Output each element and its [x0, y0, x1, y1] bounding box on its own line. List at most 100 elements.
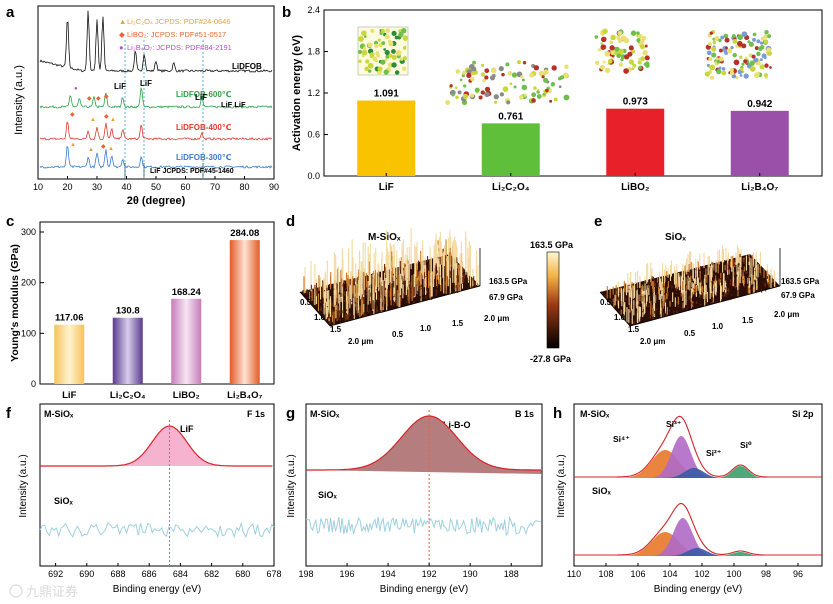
panel-h-frame	[573, 403, 823, 567]
panel-g-xlabel: Binding energy (eV)	[380, 584, 468, 595]
phase-marker-icon: ◆	[101, 144, 106, 150]
xps-xtick-label: 196	[340, 569, 355, 579]
panel-b-bars: 1.091 LiF 0.761 Li₂C₂O₄ 0.973 LiBO₂ 0.942 Li₂B₄…	[357, 89, 789, 193]
xps-xtick-label: 678	[266, 569, 281, 579]
panel-a: a Intensity (a.u.) 2θ (degree) 10 20 30 40 5…	[6, 4, 279, 207]
xrd-trace	[39, 145, 273, 169]
bar-category-label: Li₂C₂O₄	[110, 390, 146, 401]
e-xtick-3: 2.0 μm	[774, 310, 799, 319]
d-xtick-0: 0.5	[392, 330, 404, 339]
panel-f-region: F 1s	[247, 409, 265, 419]
crystal-lif-icon	[357, 26, 409, 76]
peak-label-si3: Si³⁺	[666, 419, 681, 429]
panel-e-z-high: 163.5 GPa	[781, 277, 820, 286]
activation-energy-bar	[606, 108, 665, 176]
xps-xtick-label: 684	[173, 569, 188, 579]
panel-c-frame	[39, 221, 275, 385]
bar-category-label: LiF	[62, 390, 76, 401]
c-ytick-label: 200	[21, 278, 36, 288]
panel-h-ylabel: Intensity (a.u.)	[556, 454, 567, 517]
e-ytick-3: 2.0 μm	[640, 337, 665, 346]
panel-label-a: a	[6, 4, 15, 21]
panel-label-b: b	[282, 4, 291, 21]
xps-xtick-label: 692	[48, 569, 63, 579]
phase-marker-icon: ▲	[110, 117, 116, 123]
b-ytick-label: 0.0	[307, 171, 320, 181]
panel-d-title: M-SiOₓ	[368, 232, 401, 243]
a-xtick-label: 20	[62, 182, 72, 192]
xrd-trace	[39, 87, 273, 109]
panel-d: d M-SiOₓ 163.5 GPa 67.9 GPa 0.5 1.0 1.5 …	[286, 213, 528, 346]
xps-xtick-label: 192	[422, 569, 437, 579]
colorbar: 163.5 GPa -27.8 GPa	[530, 240, 574, 364]
panel-f-sample: M-SiOₓ	[44, 409, 74, 419]
panel-label-e: e	[594, 213, 602, 230]
panel-a-annotations: LiF LiF LiF LiF LiF LiF JCPDS: PDF#45-14…	[114, 79, 246, 175]
d-xtick-3: 2.0 μm	[484, 314, 509, 323]
msiox-f1s-curve	[40, 425, 273, 467]
xps-xtick-label: 686	[142, 569, 157, 579]
annotation-lif-1: LiF	[114, 82, 126, 91]
phase-marker-icon: ◆	[70, 112, 75, 118]
xps-xtick-label: 102	[694, 569, 709, 579]
panel-g-peak-label: Li-B-O	[443, 420, 471, 430]
msiox-b1s-curve	[306, 415, 541, 471]
panel-c-bars: 117.06 LiF 130.8 Li₂C₂O₄ 168.24 LiBO₂ 284.08 Li…	[54, 228, 263, 401]
msiox-si2p-curve	[574, 415, 822, 478]
panel-a-xlabel: 2θ (degree)	[127, 195, 186, 207]
e-xtick-1: 1.0	[712, 322, 724, 331]
phase-marker-icon: ●	[74, 86, 78, 92]
panel-label-f: f	[6, 405, 12, 422]
e-xtick-2: 1.5	[742, 316, 754, 325]
crystal-libo2-icon	[594, 28, 650, 74]
colorbar-min: -27.8 GPa	[530, 354, 572, 364]
panel-h-peak-labels: Si⁴⁺ Si³⁺ Si²⁺ Si⁰	[613, 419, 752, 458]
d-ytick-0: 0.5	[300, 298, 312, 307]
xrd-trace	[39, 10, 273, 73]
panel-f-spectra	[39, 420, 275, 566]
panel-c-ylabel: Young's modulus (GPa)	[9, 244, 21, 362]
watermark: 九鼎证券	[9, 584, 78, 599]
lif-fit-area	[40, 426, 274, 466]
panel-label-h: h	[553, 405, 562, 422]
panel-g-frame	[305, 403, 543, 567]
bar-value-label: 0.761	[498, 111, 523, 122]
legend-li2b4o7: Li₂B₄O₇: JCPDS: PDF#84-2191	[127, 43, 232, 52]
panel-h-sample-2: SiOₓ	[592, 486, 612, 496]
bar-value-label: 0.942	[747, 99, 772, 110]
e-ytick-1: 1.0	[614, 313, 626, 322]
a-xtick-label: 10	[33, 182, 43, 192]
c-ytick-label: 100	[21, 328, 36, 338]
panel-f-ylabel: Intensity (a.u.)	[18, 454, 29, 517]
panel-g-sample: M-SiOₓ	[310, 409, 340, 419]
legend-li2c2o4: Li₂C₂O₄ JCPDS: PDF#24-0646	[127, 17, 231, 26]
afm-surface-m-siox	[299, 227, 481, 327]
panel-label-d: d	[286, 213, 295, 230]
panel-g-region: B 1s	[515, 409, 534, 419]
b-ytick-label: 1.8	[307, 47, 320, 57]
crystal-li2b4o7-icon	[704, 29, 772, 80]
bar-category-label: Li₂B₄O₇	[741, 182, 778, 193]
siox-f1s-curve	[39, 521, 275, 539]
xrd-trace	[39, 121, 272, 141]
afm-surface-siox	[599, 245, 781, 327]
a-xtick-label: 80	[239, 182, 249, 192]
annotation-lif-lif: LiF LiF	[221, 100, 246, 109]
activation-energy-bar	[357, 100, 416, 176]
colorbar-max: 163.5 GPa	[530, 240, 574, 250]
bar-value-label: 130.8	[116, 306, 140, 317]
xps-xtick-label: 194	[381, 569, 396, 579]
xps-xtick-label: 680	[235, 569, 250, 579]
d-xtick-2: 1.5	[452, 319, 464, 328]
si-component-si2	[574, 468, 822, 478]
a-xtick-label: 60	[180, 182, 190, 192]
xps-xtick-label: 690	[79, 569, 94, 579]
phase-marker-icon: ▲	[70, 142, 76, 148]
xps-xtick-label: 110	[567, 569, 581, 579]
phase-marker-icon: ▲	[88, 147, 94, 153]
phase-marker-icon: ▲	[108, 146, 114, 152]
phase-marker-icon: ◆	[104, 114, 109, 120]
panel-g: g Intensity (a.u.) Binding energy (eV) M…	[286, 403, 543, 595]
youngs-modulus-bar	[229, 240, 260, 384]
panel-f-xlabel: Binding energy (eV)	[113, 584, 201, 595]
